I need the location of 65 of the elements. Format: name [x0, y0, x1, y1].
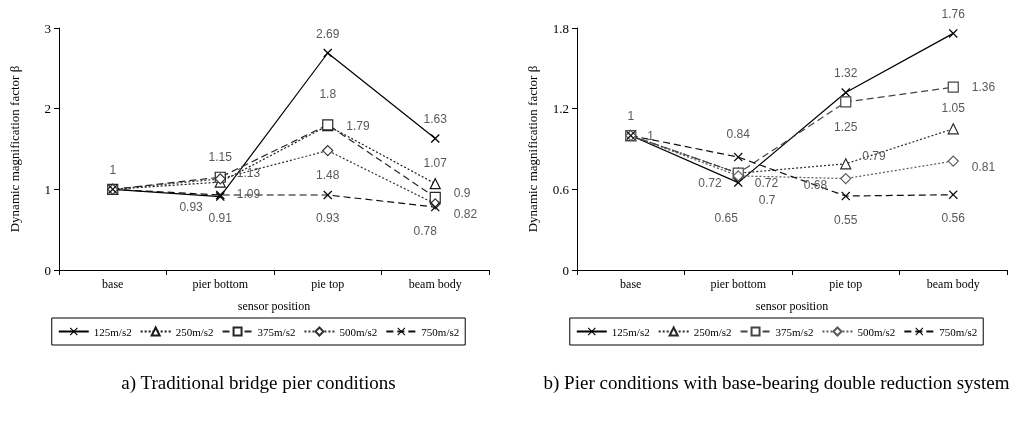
data-label: 1.32	[834, 66, 858, 81]
legend-label: 500m/s2	[339, 325, 378, 338]
y-tick-label: 3	[44, 20, 51, 36]
x-tick-label: pie top	[311, 277, 345, 291]
y-tick-label: 1.8	[552, 20, 569, 36]
data-label: 0.7	[758, 192, 776, 207]
data-label: 2.69	[316, 26, 340, 41]
legend-label: 750m/s2	[939, 325, 978, 338]
legend-label: 250m/s2	[693, 325, 732, 338]
data-label: 1.36	[971, 80, 996, 95]
data-label: 0.72	[754, 176, 779, 191]
data-label: 0.84	[726, 126, 751, 141]
data-label: 1.48	[316, 168, 340, 183]
legend-label: 125m/s2	[611, 325, 650, 338]
data-label: 1.15	[208, 149, 233, 164]
x-tick-label: pier bottom	[192, 277, 249, 291]
legend-label: 250m/s2	[175, 325, 214, 338]
text: a) Traditional bridge pier conditions	[120, 372, 397, 394]
data-label: 1.63	[423, 112, 448, 127]
data-label: 0.72	[698, 176, 722, 191]
legend-label: 750m/s2	[421, 325, 460, 338]
data-label: 1.09	[236, 187, 261, 202]
y-axis-title: Dynamic magnification factor β	[525, 65, 540, 233]
y-axis-title: Dynamic magnification factor β	[7, 65, 22, 233]
legend-label: 375m/s2	[775, 325, 814, 338]
data-label: 1.07	[423, 156, 448, 171]
legend-label: 125m/s2	[93, 325, 132, 338]
x-tick-label: pier bottom	[710, 277, 767, 291]
data-label: 0.82	[453, 206, 478, 221]
legend-label: 375m/s2	[257, 325, 296, 338]
data-label: 0.65	[714, 211, 739, 226]
data-label: 1.13	[236, 165, 261, 180]
data-label: 0.93	[316, 211, 340, 226]
x-tick-label: beam body	[408, 277, 462, 291]
x-tick-label: pie top	[829, 277, 863, 291]
data-label: 1.8	[319, 87, 337, 102]
x-axis-title: sensor position	[755, 299, 829, 313]
data-label: 0.93	[179, 199, 204, 214]
y-tick-label: 1.2	[552, 101, 569, 117]
y-tick-label: 1	[44, 181, 51, 197]
data-label: 0.68	[803, 177, 828, 192]
legend-label: 500m/s2	[857, 325, 896, 338]
text: b) Pier conditions with base-bearing double reduction system	[542, 372, 1011, 394]
y-tick-label: 0	[562, 262, 569, 278]
x-tick-label: beam body	[926, 277, 980, 291]
data-label: 0.79	[862, 148, 887, 163]
x-tick-label: base	[620, 277, 642, 291]
data-label: 0.81	[971, 160, 996, 175]
y-tick-label: 0.6	[552, 181, 570, 197]
data-label: 0.55	[834, 212, 858, 227]
x-tick-label: base	[102, 277, 124, 291]
data-label: 0.91	[208, 211, 233, 226]
y-tick-label: 0	[44, 262, 51, 278]
data-label: 1.25	[834, 119, 858, 134]
data-label: 1	[627, 109, 635, 124]
y-tick-label: 2	[44, 101, 51, 117]
x-axis-title: sensor position	[237, 299, 311, 313]
data-label: 1	[647, 128, 655, 143]
data-label: 1.76	[941, 6, 966, 21]
data-label: 1	[109, 162, 117, 177]
data-label: 0.78	[413, 223, 438, 238]
data-label: 1.79	[346, 118, 371, 133]
data-label: 0.9	[453, 186, 471, 201]
data-label: 1.05	[941, 101, 966, 116]
data-label: 0.56	[941, 211, 966, 226]
